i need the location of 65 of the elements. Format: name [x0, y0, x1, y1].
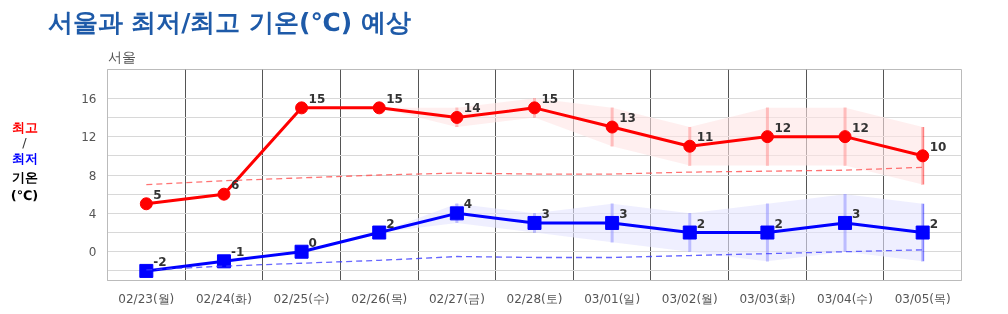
y-tick-label: 8 [88, 168, 97, 183]
data-label: 3 [619, 206, 628, 221]
data-label: 15 [386, 91, 403, 106]
point [449, 206, 464, 221]
data-label: 2 [774, 216, 783, 231]
x-tick-label: 02/26(목) [351, 291, 408, 306]
point [760, 225, 775, 240]
x-tick-label: 02/25(수) [273, 291, 330, 306]
point [294, 244, 309, 259]
x-tick-label: 03/01(일) [584, 291, 641, 306]
data-label: 0 [308, 235, 317, 250]
x-tick-label: 02/23(월) [118, 291, 175, 306]
point [915, 225, 930, 240]
text: / [22, 134, 28, 150]
data-label: 2 [929, 216, 939, 231]
point [527, 215, 542, 230]
data-label: 2 [386, 216, 395, 231]
y-tick-label: 12 [81, 130, 97, 145]
y-tick-label: 0 [88, 245, 97, 260]
data-label: 3 [852, 206, 861, 221]
point [682, 225, 697, 240]
point [760, 130, 774, 144]
data-label: 12 [852, 120, 869, 135]
data-label: 2 [696, 216, 706, 231]
point [916, 149, 930, 163]
data-label: 5 [153, 187, 162, 202]
x-tick-label: 02/27(금) [428, 291, 485, 306]
data-label: -2 [153, 254, 167, 269]
data-label: 15 [308, 91, 326, 106]
x-tick-label: 02/24(화) [195, 291, 252, 306]
point [295, 101, 309, 115]
y-tick-label: 4 [88, 206, 97, 221]
y-axis-title: 기온 (℃) [10, 169, 39, 203]
x-tick-label: 03/05(목) [894, 291, 951, 306]
text: 최고 [11, 120, 38, 136]
point [605, 120, 619, 134]
point [216, 254, 231, 269]
data-label: 13 [619, 111, 636, 126]
point [605, 215, 620, 230]
point [528, 101, 541, 115]
point [139, 197, 153, 211]
point [838, 130, 852, 144]
x-tick-label: 02/28(토) [506, 291, 563, 306]
text: 최저 [11, 150, 38, 166]
data-label: 3 [541, 206, 550, 221]
data-label: 15 [541, 91, 559, 106]
data-label: 11 [696, 130, 714, 145]
chart-title: 서울과 최저/최고 기온(℃) 예상 [47, 7, 411, 37]
x-tick-label: 03/02(월) [661, 291, 718, 306]
x-tick-label: 03/03(화) [739, 291, 796, 306]
point [139, 263, 154, 278]
x-tick-label: 03/04(수) [817, 291, 874, 306]
data-label: 10 [929, 139, 947, 154]
data-label: 14 [463, 101, 481, 116]
data-label: 4 [463, 197, 473, 212]
point [372, 225, 387, 240]
data-label: 12 [774, 120, 792, 135]
point [683, 139, 697, 153]
point [450, 110, 464, 124]
point [838, 215, 853, 230]
point [372, 101, 386, 115]
chart-subtitle: 서울 [107, 48, 136, 65]
y-tick-label: 16 [81, 91, 97, 106]
point [217, 187, 231, 201]
data-label: -1 [230, 245, 245, 260]
